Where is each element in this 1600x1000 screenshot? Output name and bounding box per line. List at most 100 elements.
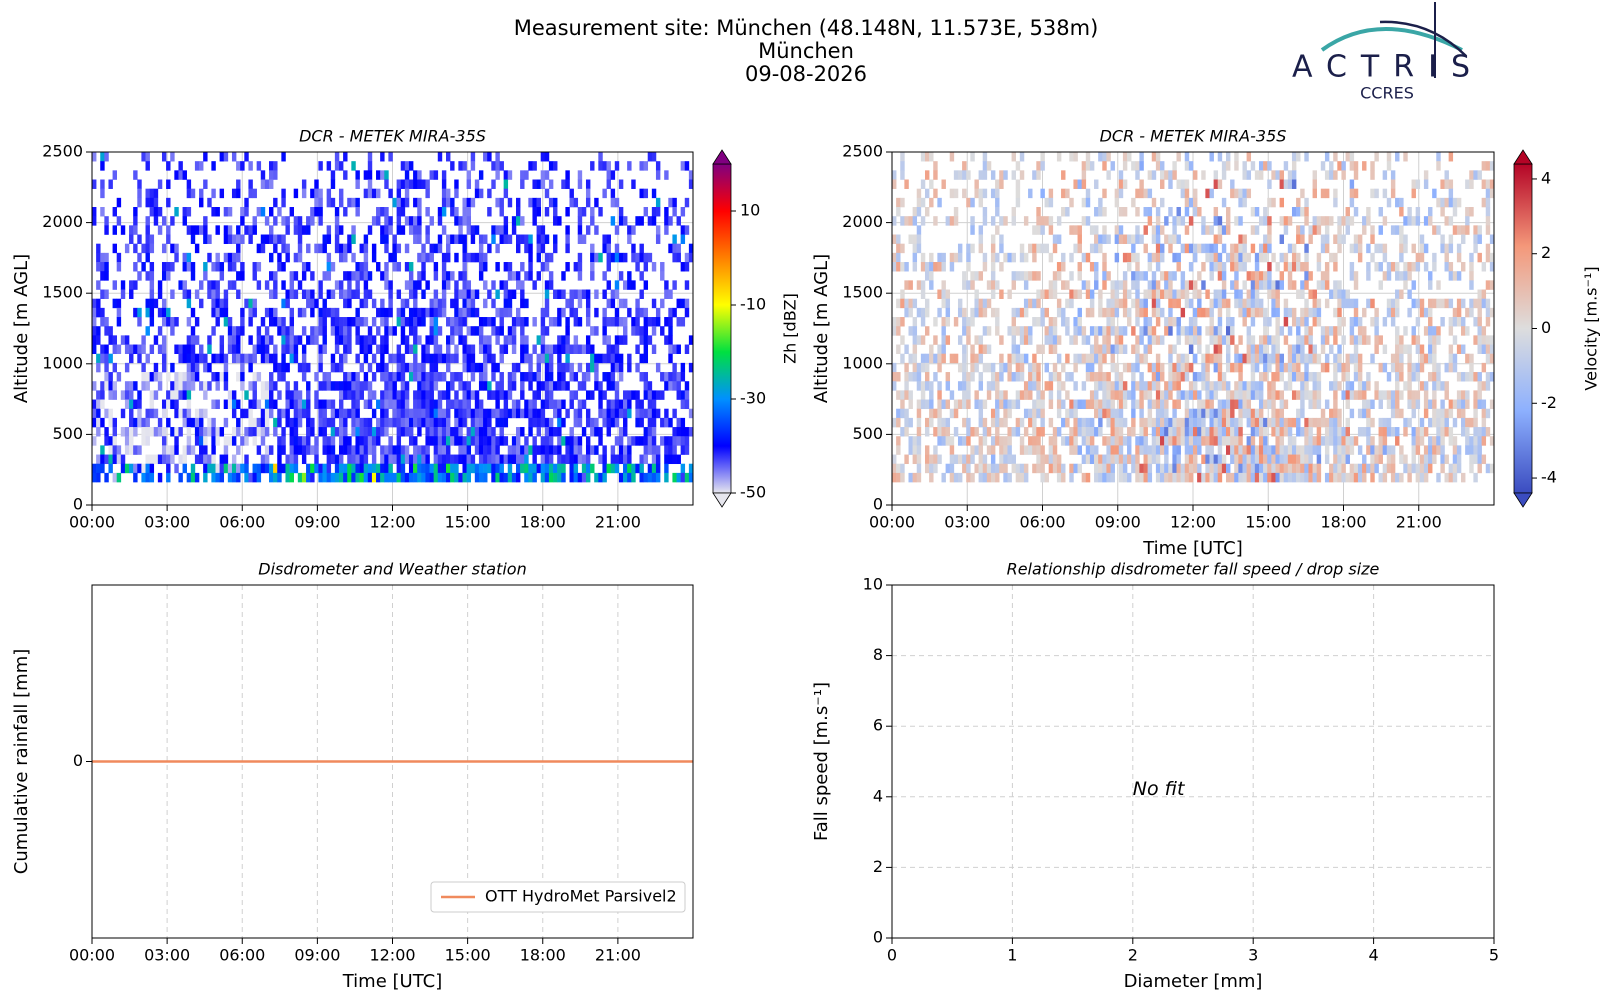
radar-cell [1077,262,1082,272]
radar-cell [643,427,649,437]
radar-cell [285,408,290,419]
radar-cell [515,472,521,483]
radar-cell [145,307,150,318]
radar-cell [684,161,690,171]
radar-cell [433,170,439,180]
radar-cell [421,381,426,391]
radar-cell [581,234,587,244]
radar-cell [174,399,179,410]
radar-cell [326,445,332,455]
radar-cell [614,317,620,327]
radar-cell [676,298,681,309]
radar-cell [1193,197,1198,208]
radar-cell [1122,436,1128,446]
radar-cell [1304,436,1309,446]
radar-cell [1028,445,1033,455]
radar-cell [1052,445,1058,455]
radar-cell [161,271,167,281]
radar-cell [112,243,117,254]
radar-cell [441,353,447,364]
radar-cell [937,417,942,428]
radar-cell [355,372,360,382]
radar-cell [1238,408,1243,419]
radar-cell [1180,188,1186,199]
radar-cell [384,234,389,244]
radar-cell [1019,170,1025,180]
radar-cell [92,344,97,355]
radar-cell [684,427,690,437]
radar-cell [1011,399,1016,410]
radar-cell [334,362,340,373]
radar-cell [1193,317,1198,327]
radar-cell [544,445,550,455]
radar-cell [215,399,220,410]
radar-cell [306,390,311,400]
radar-cell [524,436,529,446]
radar-cell [421,417,426,428]
radar-cell [1015,307,1021,318]
radar-cell [1028,417,1033,428]
radar-cell [544,326,550,336]
radar-cell [252,225,257,235]
radar-cell [908,472,913,483]
radar-cell [1184,243,1190,254]
radar-cell [112,335,117,345]
radar-cell [149,188,155,199]
radar-cell [623,252,628,263]
radar-cell [186,335,192,345]
radar-cell [441,298,447,309]
radar-cell [231,472,237,483]
radar-cell [293,216,299,226]
radar-cell [1209,353,1214,364]
radar-cell [933,372,938,382]
radar-cell [912,252,918,263]
radar-cell [322,234,327,244]
radar-cell [1271,289,1276,299]
radar-cell [1048,197,1054,208]
radar-cell [1312,225,1317,235]
radar-cell [338,454,344,465]
radar-cell [668,289,673,299]
radar-cell [137,417,142,428]
radar-cell [594,362,599,373]
radar-cell [520,179,525,189]
radar-cell [182,216,187,226]
radar-cell [1127,362,1132,373]
radar-cell [904,280,909,290]
radar-cell [446,463,451,474]
radar-cell [491,472,496,483]
radar-cell [400,197,406,208]
radar-cell [256,472,262,483]
radar-cell [1143,344,1148,355]
radar-cell [1193,326,1198,336]
radar-cell [668,344,673,355]
radar-cell [470,353,476,364]
radar-cell [96,427,101,437]
radar-cell [1077,417,1082,428]
radar-cell [1180,243,1186,254]
radar-cell [1283,179,1289,189]
radar-cell [1164,472,1169,483]
radar-cell [569,463,574,474]
radar-cell [297,399,303,410]
radar-cell [1011,353,1016,364]
radar-cell [1023,326,1029,336]
radar-cell [1015,472,1021,483]
radar-cell [252,344,257,355]
radar-cell [1094,243,1099,254]
radar-cell [655,362,661,373]
radar-cell [1102,454,1107,465]
radar-cell [544,362,550,373]
radar-cell [668,317,673,327]
radar-cell [515,207,521,217]
radar-cell [957,170,963,180]
radar-cell [953,252,959,263]
radar-cell [318,399,323,410]
radar-cell [999,372,1004,382]
radar-cell [627,362,632,373]
radar-cell [285,362,290,373]
radar-cell [338,252,344,263]
radar-cell [301,289,307,299]
radar-cell [1061,399,1066,410]
radar-cell [400,225,406,235]
